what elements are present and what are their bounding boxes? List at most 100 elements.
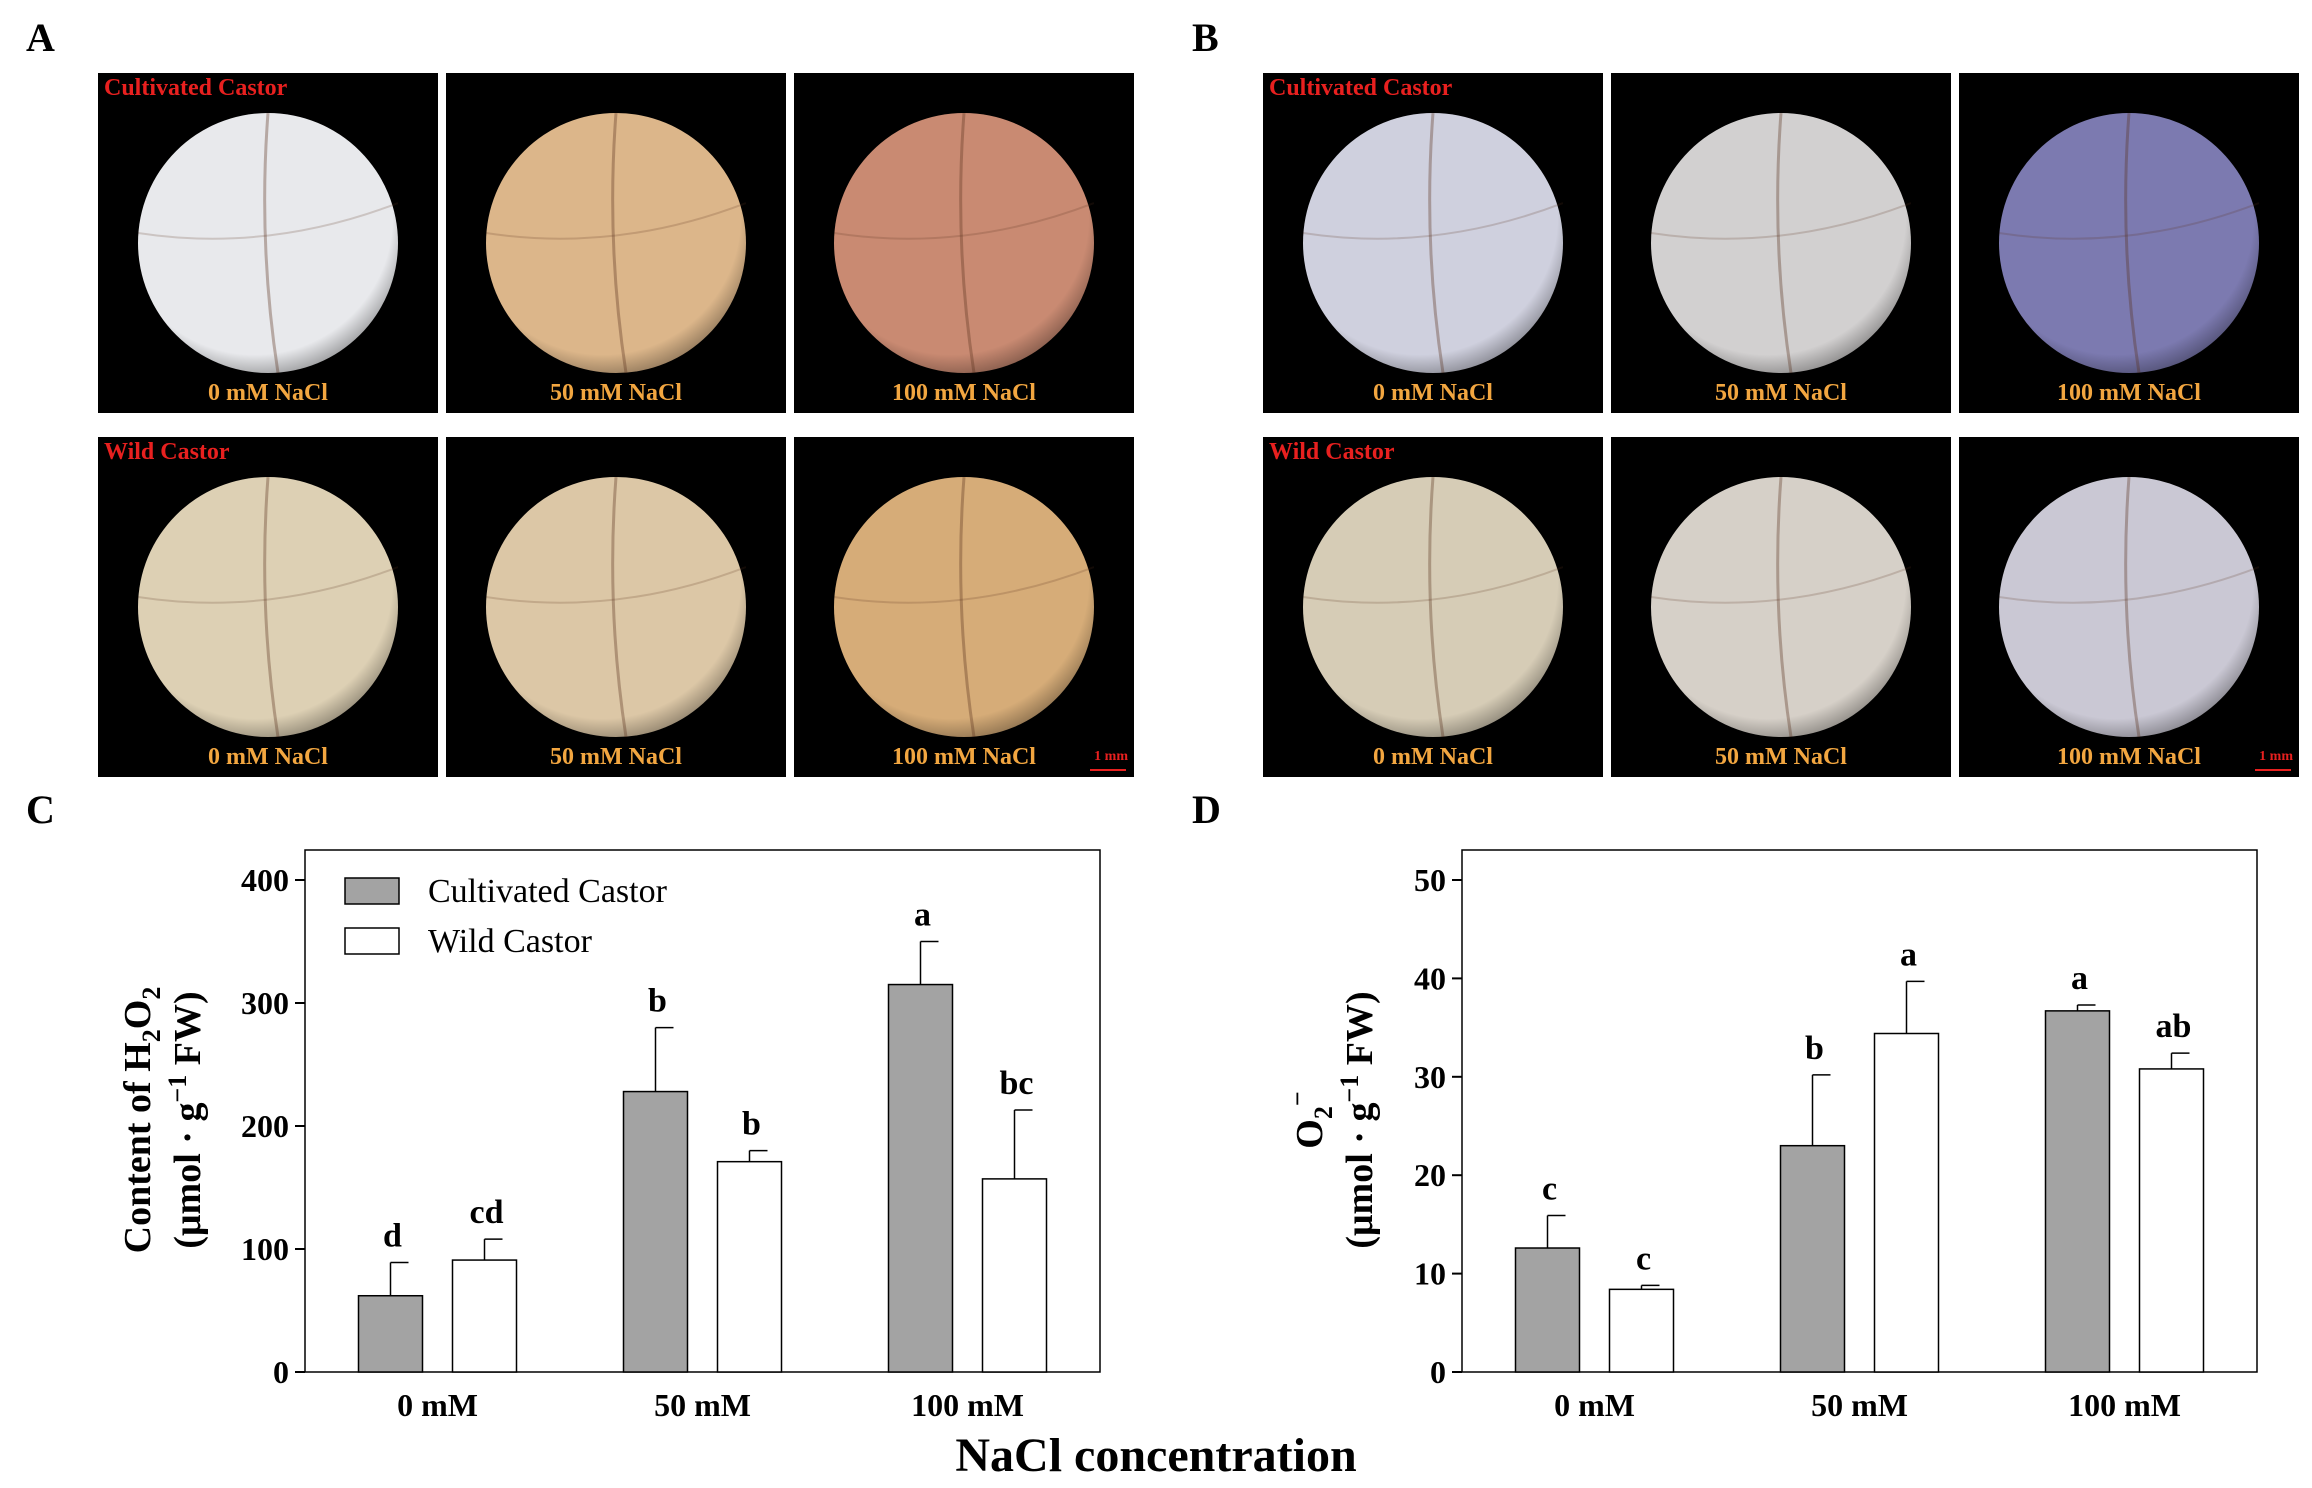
y-tick-label: 100 (241, 1231, 289, 1267)
leaf-disc-image (833, 476, 1095, 738)
leaf-disc-image (1302, 476, 1564, 738)
leaf-disc-image (1650, 476, 1912, 738)
plot-frame (304, 849, 1101, 1373)
chart-c-h2o2: 0 100 200 300 400 0 mM d cd 50 mM b b 100 mM a bc Cont… (117, 849, 1101, 1423)
panel-b-tile-r1-c3: 100 mM NaCl (1959, 73, 2299, 413)
leaf-disc-image (1998, 112, 2260, 374)
bar-cultivated-0mm (357, 1294, 424, 1373)
significance-letter: b (1805, 1030, 1824, 1067)
concentration-label: 50 mM NaCl (1715, 744, 1847, 770)
significance-letter: a (2071, 960, 2088, 997)
x-axis-title: NaCl concentration (955, 1429, 1357, 1482)
bar-wild-100mm (2138, 1068, 2205, 1373)
concentration-label: 0 mM NaCl (208, 380, 328, 406)
y-tick-label: 0 (273, 1354, 289, 1390)
group-label: Cultivated Castor (104, 75, 288, 101)
significance-letter: a (914, 897, 931, 934)
bar-wild-0mm (451, 1259, 518, 1373)
legend-label-wild: Wild Castor (428, 923, 593, 960)
leaf-disc-image (1998, 476, 2260, 738)
significance-letter: a (1900, 936, 1917, 973)
group-label: Cultivated Castor (1269, 75, 1453, 101)
panel-b-tile-r2-c1: Wild Castor 0 mM NaCl (1263, 437, 1603, 777)
bar-wild-100mm (981, 1178, 1048, 1373)
x-tick-label: 100 mM (2068, 1387, 2181, 1423)
y-tick-label: 20 (1414, 1157, 1446, 1193)
legend-swatch-wild (344, 927, 400, 955)
legend-swatch-cultivated (344, 877, 400, 905)
panel-label-b: B (1192, 15, 1219, 60)
leaf-disc-image (1650, 112, 1912, 374)
concentration-label: 0 mM NaCl (208, 744, 328, 770)
panel-a-tile-r2-c1: Wild Castor 0 mM NaCl (98, 437, 438, 777)
concentration-label: 100 mM NaCl (892, 744, 1036, 770)
scale-bar (2255, 769, 2291, 771)
panel-b-tile-r1-c2: 50 mM NaCl (1611, 73, 1951, 413)
panel-b-tile-r2-c3: 100 mM NaCl 1 mm (1959, 437, 2299, 777)
bar-wild-50mm (716, 1160, 783, 1373)
bar-cultivated-0mm (1514, 1247, 1581, 1373)
x-tick-label: 0 mM (397, 1387, 478, 1423)
panel-a-tile-r1-c1: Cultivated Castor 0 mM NaCl (98, 73, 438, 413)
significance-letter: ab (2156, 1008, 2192, 1045)
concentration-label: 50 mM NaCl (550, 744, 682, 770)
y-tick-label: 300 (241, 985, 289, 1021)
concentration-label: 50 mM NaCl (1715, 380, 1847, 406)
significance-letter: d (383, 1218, 402, 1255)
leaf-disc-image (485, 476, 747, 738)
panel-a-tile-r1-c2: 50 mM NaCl (446, 73, 786, 413)
panel-a-tile-r1-c3: 100 mM NaCl (794, 73, 1134, 413)
y-axis-label-line2: (μmol · g−1 FW) (163, 991, 209, 1248)
bar-wild-0mm (1608, 1288, 1675, 1373)
panel-b-tile-r2-c2: 50 mM NaCl (1611, 437, 1951, 777)
y-tick-label: 200 (241, 1108, 289, 1144)
bar-cultivated-100mm (2044, 1010, 2111, 1373)
x-tick-label: 100 mM (911, 1387, 1024, 1423)
significance-letter: bc (1000, 1065, 1034, 1102)
concentration-label: 100 mM NaCl (2057, 744, 2201, 770)
chart-d-superoxide: 0 10 20 30 40 50 0 mM c c 50 mM b a 100 mM a ab O2−(μmo… (1283, 849, 2258, 1423)
scale-bar-label: 1 mm (2259, 749, 2293, 764)
panel-label-a: A (26, 15, 55, 60)
concentration-label: 0 mM NaCl (1373, 744, 1493, 770)
significance-letter: b (742, 1106, 761, 1143)
concentration-label: 50 mM NaCl (550, 380, 682, 406)
x-tick-label: 0 mM (1554, 1387, 1635, 1423)
y-tick-label: 40 (1414, 960, 1446, 996)
panel-b-tile-r1-c1: Cultivated Castor 0 mM NaCl (1263, 73, 1603, 413)
concentration-label: 0 mM NaCl (1373, 380, 1493, 406)
y-tick-label: 400 (241, 862, 289, 898)
panel-label-c: C (26, 787, 55, 832)
bar-wild-50mm (1873, 1032, 1940, 1373)
y-tick-label: 50 (1414, 862, 1446, 898)
bar-cultivated-50mm (1779, 1144, 1846, 1373)
significance-letter: c (1636, 1240, 1651, 1277)
leaf-disc-image (485, 112, 747, 374)
x-tick-label: 50 mM (654, 1387, 751, 1423)
y-tick-label: 10 (1414, 1256, 1446, 1292)
scale-bar-label: 1 mm (1094, 749, 1128, 764)
y-axis-label-line1: Content of H2O2 (117, 987, 166, 1254)
group-label: Wild Castor (1269, 439, 1395, 465)
y-axis-label-line1: O2− (1283, 1091, 1338, 1148)
leaf-disc-image (1302, 112, 1564, 374)
panel-label-d: D (1192, 787, 1221, 832)
leaf-disc-image (137, 112, 399, 374)
leaf-disc-image (137, 476, 399, 738)
panel-a-tile-r2-c3: 100 mM NaCl 1 mm (794, 437, 1134, 777)
y-axis-label-line2: (μmol · g−1 FW) (1335, 991, 1381, 1248)
y-tick-label: 0 (1430, 1354, 1446, 1390)
y-tick-label: 30 (1414, 1059, 1446, 1095)
leaf-disc-image (833, 112, 1095, 374)
significance-letter: c (1542, 1171, 1557, 1208)
bar-cultivated-100mm (887, 983, 954, 1373)
legend-label-cultivated: Cultivated Castor (428, 873, 668, 910)
x-tick-label: 50 mM (1811, 1387, 1908, 1423)
concentration-label: 100 mM NaCl (892, 380, 1036, 406)
significance-letter: cd (470, 1194, 504, 1231)
concentration-label: 100 mM NaCl (2057, 380, 2201, 406)
panel-a-tile-r2-c2: 50 mM NaCl (446, 437, 786, 777)
scale-bar (1090, 769, 1126, 771)
significance-letter: b (648, 983, 667, 1020)
plot-frame (1461, 849, 2258, 1373)
